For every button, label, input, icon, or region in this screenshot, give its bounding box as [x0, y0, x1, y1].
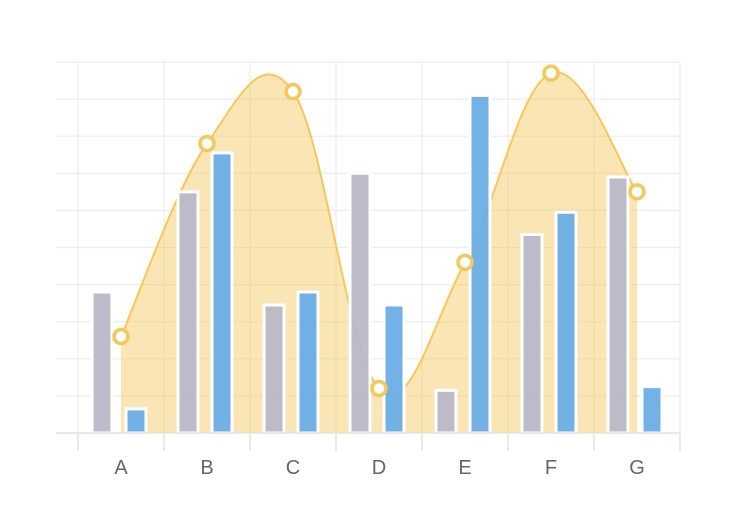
bar [348, 171, 372, 435]
bar [176, 190, 200, 435]
area-point [284, 82, 302, 101]
x-tick-label: F [545, 457, 557, 479]
x-tick-label: C [286, 457, 300, 479]
bar [606, 175, 630, 435]
x-tick-label: G [629, 457, 645, 479]
x-tick-label: D [372, 457, 386, 479]
area-point [542, 64, 560, 82]
area-point [370, 379, 388, 398]
bar [382, 303, 406, 435]
area-point [112, 327, 130, 346]
bar [434, 388, 458, 435]
area-markers [112, 64, 646, 398]
x-tick-label: B [200, 457, 213, 479]
bar [262, 303, 286, 435]
x-tick-label: E [458, 457, 471, 479]
bar [520, 233, 544, 435]
bar [296, 290, 320, 435]
bar [90, 290, 114, 435]
area-point [628, 183, 646, 201]
x-tick-label: A [114, 457, 128, 479]
area-point [198, 134, 216, 153]
x-axis: A B C D E F G [56, 432, 681, 479]
bar [124, 407, 148, 435]
area-fill [121, 72, 637, 433]
bar [210, 151, 234, 435]
bar [640, 385, 664, 435]
bar [554, 210, 578, 435]
area-point [456, 253, 474, 272]
